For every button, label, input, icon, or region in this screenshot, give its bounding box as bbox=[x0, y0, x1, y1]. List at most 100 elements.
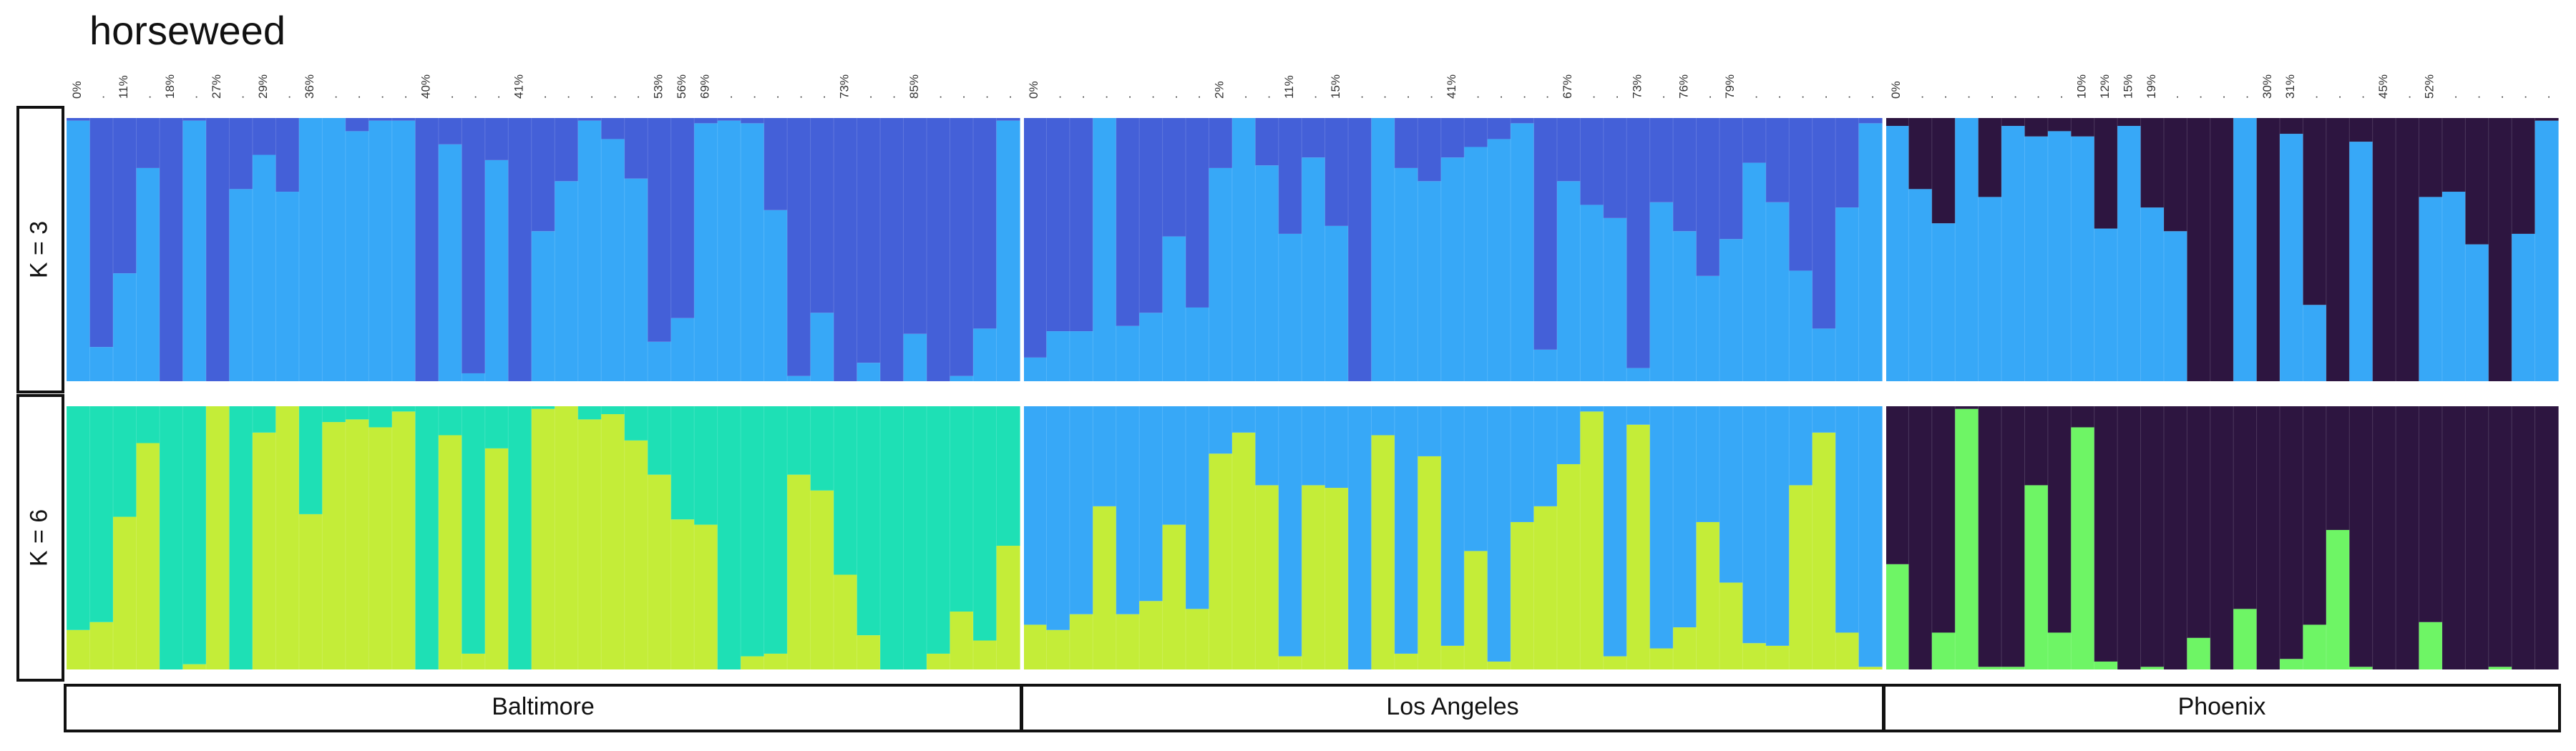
admixture-bar-segment bbox=[1978, 118, 2002, 197]
admixture-bar-segment bbox=[834, 406, 858, 575]
admixture-bar-segment bbox=[2047, 118, 2072, 132]
admixture-bar-segment bbox=[1858, 118, 1883, 124]
admixture-bar-segment bbox=[1162, 524, 1186, 669]
admixture-bar-segment bbox=[903, 118, 927, 334]
admixture-bar-segment bbox=[1696, 275, 1720, 381]
tick-label: . bbox=[1700, 95, 1714, 99]
admixture-bar-segment bbox=[1812, 432, 1836, 669]
admixture-bar-segment bbox=[1324, 488, 1349, 669]
admixture-bar-segment bbox=[1069, 614, 1093, 669]
admixture-bar-segment bbox=[763, 406, 788, 654]
admixture-bar-segment bbox=[857, 363, 881, 381]
admixture-bar-segment bbox=[2303, 624, 2327, 669]
admixture-bar-segment bbox=[1885, 564, 1910, 669]
population-strip bbox=[1020, 684, 1885, 732]
admixture-bar-segment bbox=[2140, 118, 2165, 208]
admixture-bar-segment bbox=[391, 118, 416, 121]
admixture-bar-segment bbox=[624, 118, 648, 179]
admixture-bar-segment bbox=[1511, 521, 1535, 669]
admixture-bar-segment bbox=[1069, 118, 1093, 332]
admixture-bar-segment bbox=[484, 159, 509, 381]
tick-label: . bbox=[489, 95, 502, 99]
tick-label: . bbox=[1936, 95, 1949, 99]
admixture-bar-segment bbox=[1278, 406, 1302, 657]
admixture-bar-segment bbox=[2187, 118, 2211, 381]
tick-label: . bbox=[1236, 95, 1249, 99]
tick-label: 27% bbox=[210, 74, 223, 99]
admixture-bar-segment bbox=[2465, 244, 2489, 381]
admixture-bar-segment bbox=[2326, 406, 2350, 530]
admixture-bar-segment bbox=[2326, 118, 2350, 381]
admixture-bar-segment bbox=[1324, 406, 1349, 489]
admixture-bar-segment bbox=[1955, 406, 1979, 409]
admixture-bar-segment bbox=[1209, 453, 1233, 669]
tick-label: 67% bbox=[1561, 74, 1574, 99]
admixture-bar-segment bbox=[229, 189, 253, 381]
population-separator bbox=[1020, 107, 1024, 679]
tick-label: 0% bbox=[70, 81, 84, 99]
admixture-bar-segment bbox=[1162, 236, 1186, 381]
tick-label: 52% bbox=[2423, 74, 2436, 99]
admixture-bar-segment bbox=[484, 406, 509, 448]
admixture-bar-segment bbox=[2001, 126, 2026, 382]
admixture-bar-segment bbox=[1046, 406, 1070, 630]
admixture-bar-segment bbox=[1255, 165, 1279, 382]
admixture-bar-segment bbox=[1139, 118, 1163, 313]
tick-label: 12% bbox=[2098, 74, 2112, 99]
population-label: Baltimore bbox=[492, 693, 595, 720]
tick-label: . bbox=[2330, 95, 2343, 99]
admixture-bar-segment bbox=[1464, 147, 1488, 382]
admixture-bar-segment bbox=[252, 154, 276, 381]
admixture-bar-segment bbox=[670, 406, 695, 520]
admixture-bar-segment bbox=[1440, 406, 1465, 646]
admixture-bar-segment bbox=[1580, 205, 1604, 381]
admixture-bar-segment bbox=[555, 181, 579, 381]
admixture-bar-segment bbox=[1765, 118, 1790, 202]
tick-label: . bbox=[605, 95, 618, 99]
admixture-bar-segment bbox=[484, 118, 509, 160]
admixture-bar-segment bbox=[555, 118, 579, 182]
admixture-bar-segment bbox=[601, 406, 625, 415]
tick-label: . bbox=[2492, 95, 2506, 99]
admixture-bar-segment bbox=[205, 118, 230, 381]
admixture-bar-segment bbox=[1931, 118, 1956, 224]
admixture-bar-segment bbox=[1162, 406, 1186, 525]
admixture-bar-segment bbox=[2140, 207, 2165, 381]
admixture-bar-segment bbox=[2419, 406, 2443, 622]
admixture-bar-segment bbox=[1742, 118, 1767, 163]
admixture-bar-segment bbox=[1885, 406, 1910, 564]
admixture-bar-segment bbox=[252, 118, 276, 155]
admixture-bar-segment bbox=[508, 406, 532, 669]
admixture-bar-segment bbox=[275, 118, 300, 192]
admixture-bar-segment bbox=[1931, 406, 1956, 633]
tick-label: . bbox=[1189, 95, 1203, 99]
admixture-bar-segment bbox=[89, 118, 114, 348]
admixture-bar-segment bbox=[741, 406, 765, 657]
tick-label: . bbox=[2214, 95, 2228, 99]
tick-label: . bbox=[2167, 95, 2181, 99]
admixture-bar-segment bbox=[694, 406, 718, 525]
admixture-bar-segment bbox=[1835, 207, 1860, 381]
tick-label: . bbox=[2353, 95, 2366, 99]
admixture-bar-segment bbox=[1069, 406, 1093, 614]
admixture-bar-segment bbox=[2396, 406, 2420, 669]
admixture-bar-segment bbox=[1209, 167, 1233, 382]
admixture-bar-segment bbox=[1371, 435, 1395, 669]
admixture-bar-segment bbox=[2163, 118, 2187, 232]
tick-label: . bbox=[2191, 95, 2205, 99]
admixture-bar-segment bbox=[2140, 667, 2165, 669]
admixture-bar-segment bbox=[2024, 406, 2049, 486]
admixture-bar-segment bbox=[787, 406, 811, 475]
admixture-bar-segment bbox=[1023, 118, 1048, 358]
admixture-bar-segment bbox=[1255, 118, 1279, 166]
tick-label: 73% bbox=[837, 74, 851, 99]
tick-label: . bbox=[1422, 95, 1435, 99]
admixture-bar-segment bbox=[2419, 197, 2443, 381]
admixture-bar-segment bbox=[322, 406, 346, 423]
admixture-bar-segment bbox=[1394, 406, 1418, 654]
admixture-bar-segment bbox=[2488, 667, 2512, 669]
admixture-bar-segment bbox=[927, 653, 951, 669]
admixture-bar-segment bbox=[2280, 659, 2304, 669]
admixture-bar-segment bbox=[741, 123, 765, 382]
tick-label: . bbox=[187, 95, 200, 99]
